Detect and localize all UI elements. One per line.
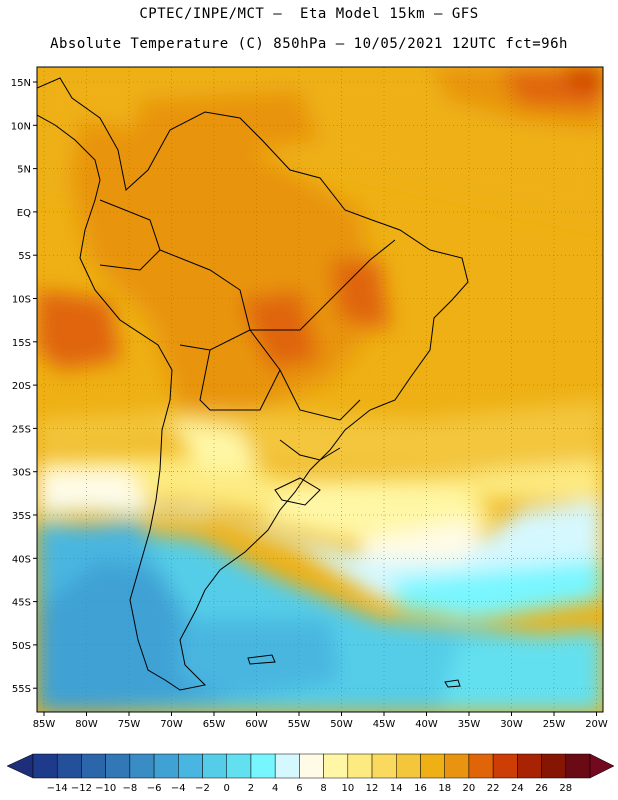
colorbar-cell	[347, 753, 373, 779]
lon-tick-label: 55W	[288, 719, 311, 730]
colorbar-label: −2	[195, 783, 210, 794]
lon-tick-label: 30W	[500, 719, 523, 730]
colorbar-label: 6	[296, 783, 302, 794]
colorbar-label: 16	[414, 783, 427, 794]
colorbar-cell	[153, 753, 179, 779]
colorbar-label: 8	[320, 783, 326, 794]
lon-tick-label: 80W	[75, 719, 98, 730]
colorbar-cell	[202, 753, 227, 779]
colorbar-label: 26	[535, 783, 548, 794]
lat-tick-label: 50S	[12, 641, 31, 652]
colorbar-label: −8	[122, 783, 137, 794]
colorbar-label: 2	[248, 783, 254, 794]
colorbar-cell	[250, 753, 276, 779]
lon-tick-label: 50W	[330, 719, 353, 730]
colorbar-label: −4	[171, 783, 186, 794]
colorbar-label: −10	[95, 783, 116, 794]
colorbar-cell	[178, 753, 203, 779]
colorbar-cell	[468, 753, 494, 779]
colorbar-label: 28	[559, 783, 572, 794]
colorbar-cell	[541, 753, 567, 779]
colorbar-cell	[565, 753, 591, 779]
lon-tick-label: 70W	[160, 719, 183, 730]
colorbar-cell	[444, 753, 470, 779]
lat-tick-label: 40S	[12, 554, 31, 565]
colorbar-cell	[274, 753, 300, 779]
colorbar-cell	[226, 753, 252, 779]
lon-tick-label: 40W	[415, 719, 438, 730]
colorbar-cell	[492, 753, 518, 779]
lat-tick-label: 10N	[11, 121, 31, 132]
lon-tick-label: 85W	[33, 719, 56, 730]
colorbar-label: 22	[487, 783, 500, 794]
colorbar-cell	[32, 753, 58, 779]
chart-title-line2: Absolute Temperature (C) 850hPa – 10/05/…	[50, 36, 568, 52]
colorbar-overflow-triangle	[589, 753, 615, 779]
lon-tick-label: 60W	[245, 719, 268, 730]
lat-tick-label: 45S	[12, 598, 31, 609]
lat-tick-label: 5N	[17, 165, 31, 176]
colorbar-label: −6	[147, 783, 162, 794]
lon-tick-label: 25W	[543, 719, 566, 730]
colorbar-cell	[517, 753, 542, 779]
colorbar-label: 24	[511, 783, 524, 794]
lon-tick-label: 35W	[458, 719, 481, 730]
latitude-axis: 15N 10N 5N EQ 5S 10S 15S 20S 25S 30S 35S 40S 45S 50S 5…	[11, 78, 37, 695]
map-frame	[36, 66, 604, 713]
colorbar-cell	[105, 753, 131, 779]
colorbar-label: 14	[390, 783, 403, 794]
colorbar-cell	[420, 753, 445, 779]
colorbar-label: 10	[341, 783, 354, 794]
colorbar-cell	[56, 753, 82, 779]
colorbar-label: −14	[47, 783, 68, 794]
lat-tick-label: EQ	[17, 208, 31, 219]
lon-tick-label: 45W	[373, 719, 396, 730]
lat-tick-label: 30S	[12, 468, 31, 479]
lat-tick-label: 20S	[12, 381, 31, 392]
colorbar-cell	[323, 753, 349, 779]
colorbar-label: 0	[224, 783, 230, 794]
lat-tick-label: 55S	[12, 684, 31, 695]
colorbar-label: 20	[463, 783, 476, 794]
coastline	[37, 77, 469, 691]
colorbar-label: 4	[272, 783, 278, 794]
colorbar-cell	[129, 753, 155, 779]
colorbar-cell	[81, 753, 106, 779]
lon-tick-label: 65W	[203, 719, 226, 730]
lat-tick-label: 10S	[12, 295, 31, 306]
colorbar-underflow-triangle	[6, 753, 34, 779]
lon-tick-label: 75W	[118, 719, 141, 730]
chart-title-line1: CPTEC/INPE/MCT – Eta Model 15km – GFS	[139, 6, 479, 22]
lat-tick-label: 5S	[18, 251, 31, 262]
longitude-axis: 85W 80W 75W 70W 65W 60W 55W 50W 45W 40W 35W 30W 25W 2…	[33, 712, 608, 730]
lat-tick-label: 15N	[11, 78, 31, 89]
colorbar-cell	[299, 753, 324, 779]
lat-tick-label: 15S	[12, 338, 31, 349]
colorbar-label: 12	[366, 783, 379, 794]
colorbar-label: 18	[438, 783, 451, 794]
colorbar-label: −12	[71, 783, 92, 794]
lon-tick-label: 20W	[585, 719, 608, 730]
colorbar-cell	[371, 753, 397, 779]
colorbar-cell	[396, 753, 421, 779]
lat-tick-label: 25S	[12, 424, 31, 435]
lat-tick-label: 35S	[12, 511, 31, 522]
